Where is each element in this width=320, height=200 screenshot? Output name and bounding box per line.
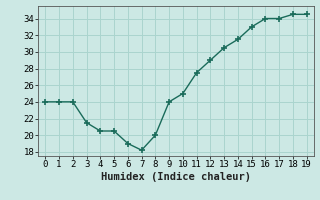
X-axis label: Humidex (Indice chaleur): Humidex (Indice chaleur) <box>101 172 251 182</box>
